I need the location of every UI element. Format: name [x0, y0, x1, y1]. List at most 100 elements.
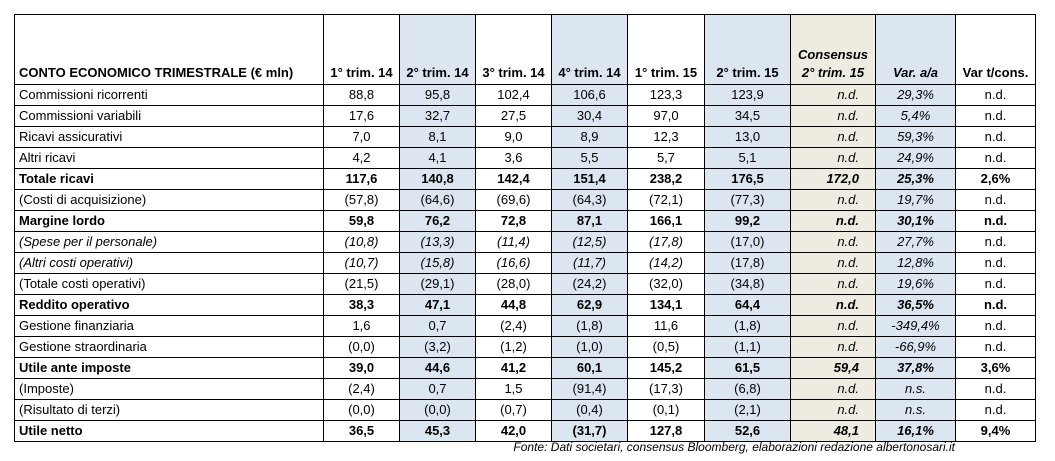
value-cell: n.d. [790, 294, 876, 316]
value-cell: 47,1 [399, 294, 476, 316]
table-row: Altri ricavi 4,2 4,1 3,6 5,5 5,7 5,1 n.d. 24,9% n… [14, 147, 1036, 169]
row-label: Margine lordo [14, 210, 324, 232]
value-cell: n.d. [790, 210, 876, 232]
value-cell: 27,7% [875, 231, 956, 253]
row-label: (Imposte) [14, 378, 324, 400]
value-cell: (0,1) [627, 399, 705, 421]
value-cell: (1,1) [704, 336, 791, 358]
header-cell: 1° trim. 15 [627, 14, 705, 85]
table-row: Ricavi assicurativi 7,0 8,1 9,0 8,9 12,3 13,0 n… [14, 126, 1036, 148]
value-cell: 39,0 [323, 357, 400, 379]
value-cell: 140,8 [399, 168, 476, 190]
value-cell: 8,1 [399, 126, 476, 148]
table-body: Commissioni ricorrenti 88,8 95,8 102,4 106,6… [14, 84, 1036, 442]
header-cell: Consensus 2° trim. 15 [790, 14, 876, 85]
header-cell: 2° trim. 14 [399, 14, 476, 85]
header-cell: Var. a/a [875, 14, 956, 85]
value-cell: 3,6% [955, 357, 1036, 379]
value-cell: (21,5) [323, 273, 400, 295]
table-row: (Risultato di terzi) (0,0) (0,0) (0,7) (0,4)… [14, 399, 1036, 421]
table-row: (Totale costi operativi) (21,5) (29,1) (28,… [14, 273, 1036, 295]
value-cell: 44,6 [399, 357, 476, 379]
value-cell: (16,6) [475, 252, 552, 274]
value-cell: (14,2) [627, 252, 705, 274]
header-cell: 4° trim. 14 [551, 14, 628, 85]
row-label: Gestione finanziaria [14, 315, 324, 337]
value-cell: 2,6% [955, 168, 1036, 190]
value-cell: 5,4% [875, 105, 956, 127]
value-cell: 1,5 [475, 378, 552, 400]
value-cell: 25,3% [875, 168, 956, 190]
row-label: (Costi di acquisizione) [14, 189, 324, 211]
value-cell: -66,9% [875, 336, 956, 358]
value-cell: (72,1) [627, 189, 705, 211]
value-cell: 9,0 [475, 126, 552, 148]
table-row: Gestione straordinaria (0,0) (3,2) (1,2) (1,… [14, 336, 1036, 358]
value-cell: 1,6 [323, 315, 400, 337]
value-cell: n.d. [955, 126, 1036, 148]
table-row: (Spese per il personale) (10,8) (13,3) (11,… [14, 231, 1036, 253]
value-cell: n.d. [790, 84, 876, 106]
value-cell: (0,7) [475, 399, 552, 421]
table-row: Totale ricavi 117,6 140,8 142,4 151,4 238,2 17… [14, 168, 1036, 190]
row-label: Gestione straordinaria [14, 336, 324, 358]
value-cell: 12,3 [627, 126, 705, 148]
value-cell: (34,8) [704, 273, 791, 295]
row-label: Commissioni variabili [14, 105, 324, 127]
value-cell: 48,1 [790, 420, 876, 442]
value-cell: 145,2 [627, 357, 705, 379]
row-label: Utile ante imposte [14, 357, 324, 379]
value-cell: n.d. [790, 336, 876, 358]
value-cell: n.d. [955, 147, 1036, 169]
value-cell: (1,0) [551, 336, 628, 358]
row-label: Ricavi assicurativi [14, 126, 324, 148]
value-cell: n.d. [790, 273, 876, 295]
value-cell: 95,8 [399, 84, 476, 106]
value-cell: 8,9 [551, 126, 628, 148]
table-row: (Altri costi operativi) (10,7) (15,8) (16,6… [14, 252, 1036, 274]
value-cell: (11,4) [475, 231, 552, 253]
value-cell: (0,5) [627, 336, 705, 358]
value-cell: 41,2 [475, 357, 552, 379]
value-cell: n.d. [790, 126, 876, 148]
row-label: Altri ricavi [14, 147, 324, 169]
value-cell: 45,3 [399, 420, 476, 442]
header-cell: 3° trim. 14 [475, 14, 552, 85]
value-cell: n.d. [955, 84, 1036, 106]
value-cell: 29,3% [875, 84, 956, 106]
value-cell: (10,8) [323, 231, 400, 253]
value-cell: 27,5 [475, 105, 552, 127]
value-cell: 123,3 [627, 84, 705, 106]
value-cell: (13,3) [399, 231, 476, 253]
value-cell: (1,8) [704, 315, 791, 337]
table-row: Margine lordo 59,8 76,2 72,8 87,1 166,1 99,2 n.… [14, 210, 1036, 232]
table-row: (Costi di acquisizione) (57,8) (64,6) (69,6… [14, 189, 1036, 211]
value-cell: 102,4 [475, 84, 552, 106]
value-cell: 32,7 [399, 105, 476, 127]
value-cell: n.d. [790, 231, 876, 253]
value-cell: 76,2 [399, 210, 476, 232]
header-cell: 1° trim. 14 [323, 14, 400, 85]
value-cell: 0,7 [399, 315, 476, 337]
value-cell: 36,5% [875, 294, 956, 316]
value-cell: 59,3% [875, 126, 956, 148]
value-cell: (17,8) [704, 252, 791, 274]
value-cell: 38,3 [323, 294, 400, 316]
value-cell: 30,4 [551, 105, 628, 127]
value-cell: n.d. [790, 378, 876, 400]
value-cell: 62,9 [551, 294, 628, 316]
value-cell: 16,1% [875, 420, 956, 442]
value-cell: (1,2) [475, 336, 552, 358]
value-cell: (64,3) [551, 189, 628, 211]
value-cell: 88,8 [323, 84, 400, 106]
value-cell: 134,1 [627, 294, 705, 316]
value-cell: 30,1% [875, 210, 956, 232]
value-cell: 5,7 [627, 147, 705, 169]
value-cell: (31,7) [551, 420, 628, 442]
value-cell: 4,2 [323, 147, 400, 169]
value-cell: 3,6 [475, 147, 552, 169]
row-label: Totale ricavi [14, 168, 324, 190]
value-cell: 127,8 [627, 420, 705, 442]
value-cell: 117,6 [323, 168, 400, 190]
